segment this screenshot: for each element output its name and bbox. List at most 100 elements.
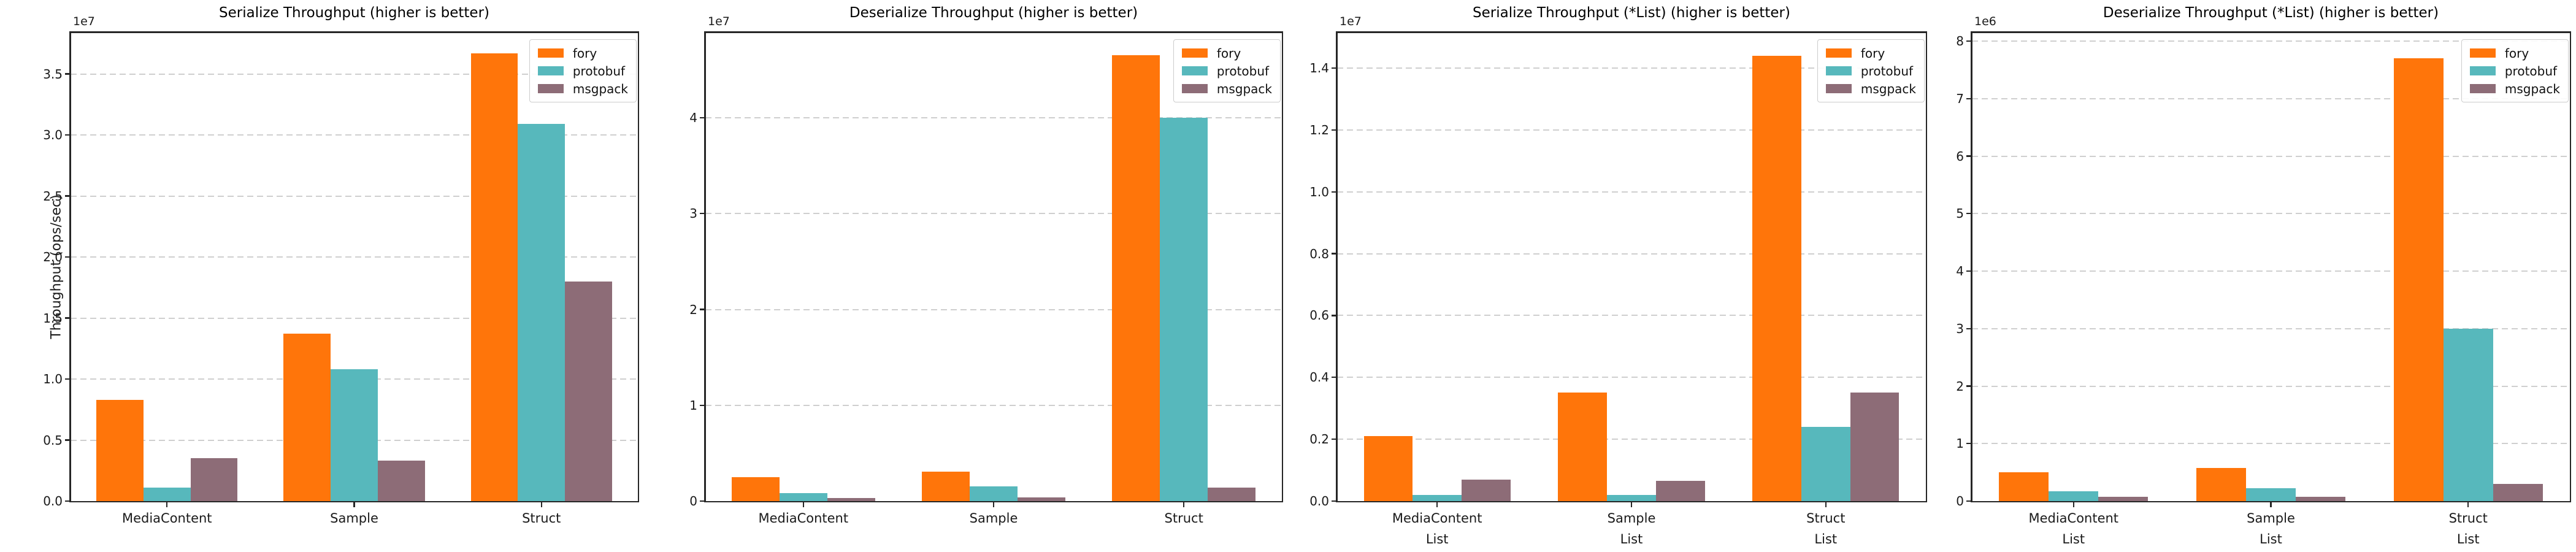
legend-swatch-fory xyxy=(1825,48,1852,58)
x-category-label: Struct xyxy=(522,511,561,526)
bar-fory-struct xyxy=(470,53,518,501)
y-tickmark xyxy=(1966,40,1972,42)
gridline xyxy=(1337,67,1926,69)
bar-msgpack-struct-list xyxy=(2493,483,2543,501)
gridline xyxy=(1972,155,2570,157)
gridline xyxy=(1337,377,1926,378)
y-tick-label: 1 xyxy=(1956,436,1964,451)
bar-msgpack-mediacontent-list xyxy=(2098,496,2149,501)
gridline xyxy=(705,213,1282,215)
legend-item-protobuf: protobuf xyxy=(1181,62,1272,80)
gridline xyxy=(71,73,638,75)
gridline xyxy=(71,134,638,136)
y-tickmark xyxy=(65,378,71,380)
legend-swatch-protobuf xyxy=(1181,66,1208,75)
gridline xyxy=(1972,40,2570,42)
bar-protobuf-mediacontent xyxy=(779,493,827,501)
x-category-label: Sample xyxy=(969,511,1018,526)
chart-serialize-throughput: Serialize Throughput (higher is better) … xyxy=(0,0,644,552)
legend-swatch-msgpack xyxy=(1181,84,1208,93)
x-category-label: Sample List xyxy=(2247,511,2295,546)
legend: fory protobuf msgpack xyxy=(2461,39,2569,102)
y-tick-label: 3.0 xyxy=(43,128,63,143)
gridline xyxy=(71,256,638,258)
axis-spine-r xyxy=(1281,31,1283,502)
chart-title: Deserialize Throughput (*List) (higher i… xyxy=(2103,5,2439,21)
gridline xyxy=(705,117,1282,119)
x-category-label: Struct xyxy=(1164,511,1203,526)
x-category-label: Sample List xyxy=(1607,511,1656,546)
legend: fory protobuf msgpack xyxy=(1817,39,1925,102)
axis-spine-r xyxy=(637,31,639,502)
chart-title: Deserialize Throughput (higher is better… xyxy=(849,5,1138,21)
x-category-label: Struct List xyxy=(2448,511,2488,546)
y-tickmark xyxy=(65,317,71,319)
bar-fory-mediacontent xyxy=(731,477,780,501)
legend: fory protobuf msgpack xyxy=(1173,39,1281,102)
legend-item-msgpack: msgpack xyxy=(1181,80,1272,98)
bar-protobuf-struct xyxy=(518,124,565,501)
bar-protobuf-sample-list xyxy=(2246,488,2296,501)
bar-fory-struct xyxy=(1112,55,1160,501)
x-tickmark xyxy=(1825,502,1827,507)
bar-msgpack-sample-list xyxy=(2295,496,2345,501)
legend-item-protobuf: protobuf xyxy=(1825,62,1916,80)
bar-fory-mediacontent-list xyxy=(1999,472,2049,501)
bar-protobuf-struct-list xyxy=(1801,426,1850,501)
axis-spine-t xyxy=(1971,31,2571,33)
y-tick-label: 3 xyxy=(1956,321,1964,336)
legend-label: msgpack xyxy=(1216,81,1272,96)
axis-spine-r xyxy=(1925,31,1927,502)
legend-swatch-msgpack xyxy=(537,84,564,93)
y-tick-label: 1.0 xyxy=(43,372,63,387)
gridline xyxy=(1337,129,1926,131)
y-tick-label: 2 xyxy=(689,302,697,317)
y-tick-label: 0.0 xyxy=(1309,494,1329,508)
legend-label: fory xyxy=(1860,45,1885,61)
bar-protobuf-sample xyxy=(969,486,1018,501)
axis-spine-b xyxy=(69,500,639,502)
y-tick-label: 3 xyxy=(689,206,697,221)
legend-swatch-fory xyxy=(537,48,564,58)
y-tickmark xyxy=(700,117,705,119)
y-axis-scale-label: 1e7 xyxy=(73,15,95,28)
bar-fory-sample-list xyxy=(1558,393,1608,501)
axis-spine-b xyxy=(704,500,1283,502)
gridline xyxy=(1972,98,2570,99)
legend-label: protobuf xyxy=(572,63,626,79)
y-tick-label: 1.4 xyxy=(1309,60,1329,75)
x-tickmark xyxy=(992,502,995,507)
x-tickmark xyxy=(1436,502,1438,507)
x-tickmark xyxy=(166,502,168,507)
plot-area xyxy=(1336,31,1927,502)
gridline xyxy=(1972,443,2570,445)
y-tickmark xyxy=(1966,98,1972,99)
legend-item-msgpack: msgpack xyxy=(2469,80,2560,98)
legend: fory protobuf msgpack xyxy=(529,39,637,102)
legend-swatch-protobuf xyxy=(537,66,564,75)
legend-item-fory: fory xyxy=(1181,44,1272,62)
y-tick-label: 0.5 xyxy=(43,432,63,448)
x-category-label: Sample xyxy=(330,511,378,526)
y-tickmark xyxy=(65,73,71,75)
legend-item-protobuf: protobuf xyxy=(2469,62,2560,80)
y-tick-label: 0 xyxy=(689,494,697,508)
y-tick-label: 4 xyxy=(1956,264,1964,279)
legend-item-protobuf: protobuf xyxy=(537,62,628,80)
legend-item-msgpack: msgpack xyxy=(1825,80,1916,98)
bar-protobuf-struct-list xyxy=(2443,328,2493,501)
y-tick-label: 6 xyxy=(1956,148,1964,164)
bar-protobuf-sample-list xyxy=(1607,494,1656,501)
y-tickmark xyxy=(65,439,71,441)
y-axis-scale-label: 1e6 xyxy=(1974,15,1996,28)
legend-item-fory: fory xyxy=(2469,44,2560,62)
x-category-label: MediaContent List xyxy=(2028,511,2119,546)
y-tick-label: 0.2 xyxy=(1309,432,1329,447)
y-axis-scale-label: 1e7 xyxy=(1340,15,1362,28)
legend-item-fory: fory xyxy=(537,44,628,62)
x-tickmark xyxy=(1183,502,1185,507)
y-tick-label: 1.0 xyxy=(1309,184,1329,199)
plot-area xyxy=(69,31,639,502)
chart-deserialize-throughput-list: Deserialize Throughput (*List) (higher i… xyxy=(1932,0,2576,552)
y-tickmark xyxy=(1332,315,1337,316)
